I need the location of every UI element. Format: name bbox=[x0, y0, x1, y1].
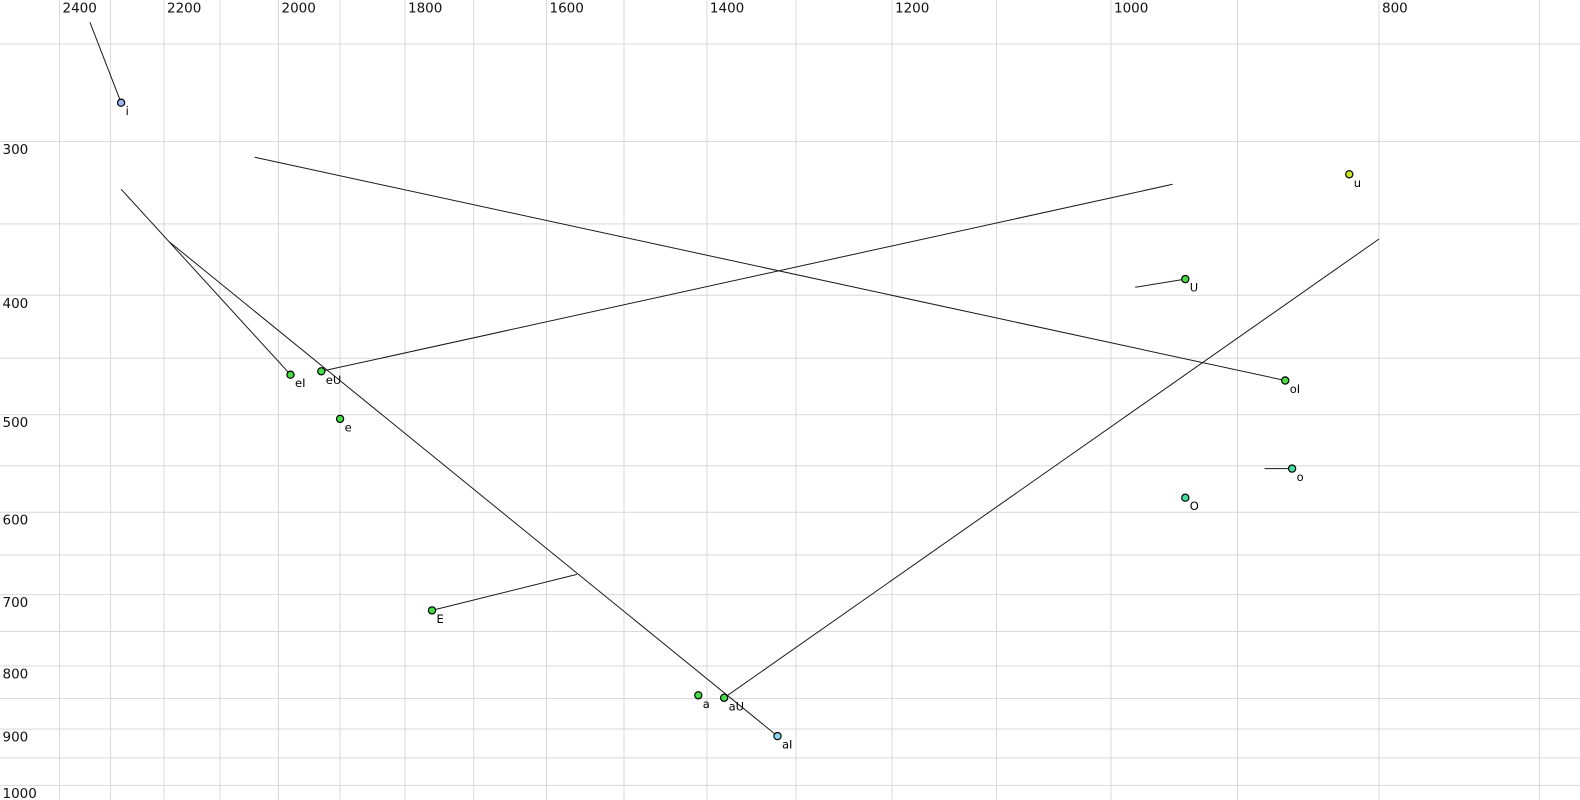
glide-line-E bbox=[431, 573, 578, 611]
vowel-label-eI: eI bbox=[295, 376, 305, 390]
vowel-point-u[interactable] bbox=[1345, 170, 1354, 179]
vowel-label-e: e bbox=[345, 420, 352, 434]
vowel-label-i: i bbox=[126, 104, 129, 118]
y-tick-label-400: 400 bbox=[3, 296, 29, 312]
vowel-point-E[interactable] bbox=[427, 606, 437, 615]
x-tick-label-2000: 2000 bbox=[282, 1, 316, 17]
y-tick-label-800: 800 bbox=[3, 667, 29, 683]
vowel-label-O: O bbox=[1190, 499, 1199, 513]
x-tick-label-1600: 1600 bbox=[550, 1, 584, 17]
vowel-label-aI: aI bbox=[782, 738, 792, 752]
x-tick-label-800: 800 bbox=[1382, 1, 1408, 17]
vowel-point-aU[interactable] bbox=[719, 693, 729, 703]
glide-line-aI bbox=[169, 241, 778, 737]
x-tick-label-2400: 2400 bbox=[63, 1, 97, 17]
vowel-label-U: U bbox=[1190, 281, 1198, 295]
vowel-point-o[interactable] bbox=[1287, 464, 1297, 473]
y-tick-label-900: 900 bbox=[3, 730, 29, 746]
vowel-point-oI[interactable] bbox=[1280, 376, 1290, 385]
vowel-point-O[interactable] bbox=[1181, 493, 1190, 502]
vowel-point-eI[interactable] bbox=[286, 370, 295, 379]
vowel-label-eU: eU bbox=[326, 373, 342, 387]
vowel-point-eU[interactable] bbox=[317, 367, 326, 376]
x-axis-tick-labels: 2400 2200 2000 1800 1600 1400 1200 1000 800 bbox=[63, 1, 1408, 17]
vowel-point-aI[interactable] bbox=[773, 731, 782, 741]
y-tick-label-600: 600 bbox=[3, 513, 29, 529]
vowel-point-labels: i eI eU e Ea aU aI u UoI o O bbox=[126, 104, 1361, 751]
vowel-point-e[interactable] bbox=[335, 414, 345, 424]
y-tick-label-300: 300 bbox=[3, 142, 29, 158]
x-tick-label-2200: 2200 bbox=[167, 1, 201, 17]
glide-trajectory-lines bbox=[89, 22, 1380, 737]
vowel-point-a[interactable] bbox=[694, 691, 703, 700]
vowel-points bbox=[116, 98, 1354, 741]
vowel-label-E: E bbox=[437, 612, 444, 626]
x-tick-label-1400: 1400 bbox=[710, 1, 744, 17]
vowel-point-U[interactable] bbox=[1181, 274, 1190, 284]
vowel-point-i[interactable] bbox=[116, 98, 126, 107]
horizontal-gridlines bbox=[0, 43, 1580, 786]
y-tick-label-1000: 1000 bbox=[3, 786, 37, 800]
y-axis-tick-labels: 300 400 500 600 700 800 900 1000 bbox=[3, 142, 37, 800]
glide-line-U bbox=[1135, 278, 1186, 288]
vowel-label-o: o bbox=[1297, 470, 1304, 484]
vowel-label-oI: oI bbox=[1290, 382, 1300, 396]
glide-line-oI bbox=[254, 156, 1286, 381]
glide-line-eI bbox=[120, 188, 291, 376]
x-tick-label-1200: 1200 bbox=[895, 1, 929, 17]
glide-line-eU bbox=[321, 183, 1173, 372]
vowel-label-a: a bbox=[703, 697, 710, 711]
glide-line-i bbox=[89, 22, 122, 103]
vowel-label-u: u bbox=[1354, 176, 1361, 190]
y-tick-label-700: 700 bbox=[3, 595, 29, 611]
vowel-label-aU: aU bbox=[729, 699, 744, 713]
y-tick-label-500: 500 bbox=[3, 415, 29, 431]
x-tick-label-1800: 1800 bbox=[408, 1, 442, 17]
glide-line-aU bbox=[723, 238, 1380, 699]
x-tick-label-1000: 1000 bbox=[1114, 1, 1148, 17]
vertical-gridlines bbox=[59, 0, 1540, 800]
